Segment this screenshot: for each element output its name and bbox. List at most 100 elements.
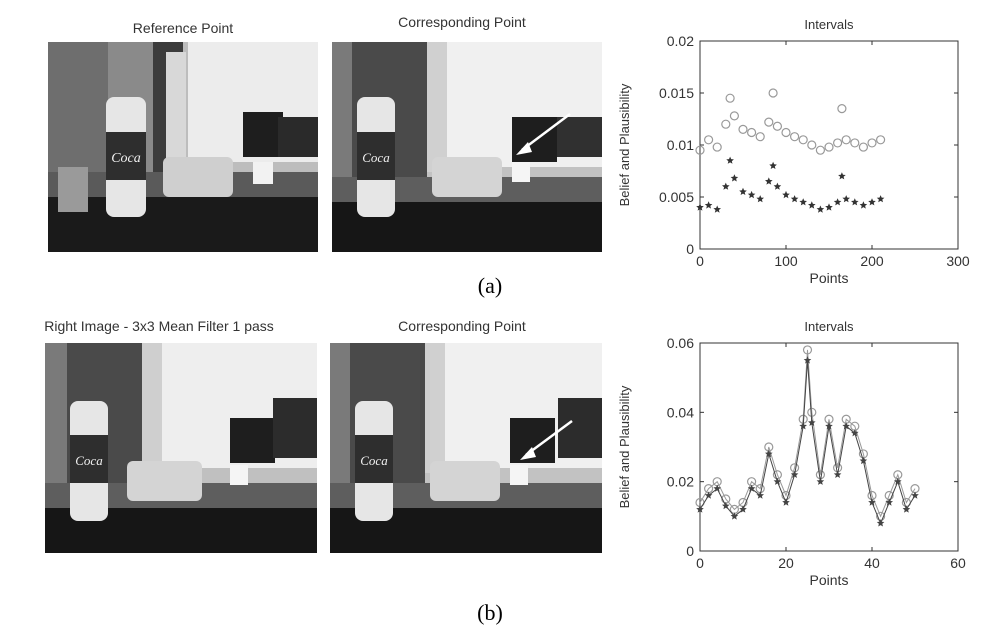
data-point-star — [894, 477, 902, 485]
data-point-circle — [729, 111, 740, 121]
chart-b-title: Intervals — [804, 319, 854, 334]
data-point-circle — [824, 142, 834, 152]
data-point-star — [730, 174, 739, 182]
data-point-circle — [764, 117, 774, 127]
data-point-star — [790, 195, 799, 203]
x-tick-label: 40 — [864, 555, 880, 571]
data-point-star — [838, 172, 846, 180]
y-tick-label: 0.02 — [667, 474, 694, 490]
data-point-star — [739, 187, 747, 195]
y-tick-label: 0 — [686, 543, 694, 559]
data-point-circle — [738, 124, 748, 135]
x-tick-label: 300 — [946, 253, 970, 269]
data-point-circle — [725, 93, 735, 103]
data-point-star — [803, 356, 812, 364]
data-point-star — [722, 182, 730, 190]
x-tick-label: 200 — [860, 253, 884, 269]
data-point-circle — [867, 138, 877, 148]
arrow-icon — [516, 142, 532, 155]
data-point-circle — [798, 135, 808, 145]
series-line — [699, 349, 916, 518]
data-point-star — [808, 201, 816, 209]
data-point-star — [756, 195, 764, 203]
corresponding-image-b: Coca — [330, 343, 602, 553]
data-point-star — [713, 205, 721, 213]
intervals-chart-a: Intervals Belief and Plausibility Points… — [617, 17, 970, 286]
chart-b-xlabel: Points — [810, 572, 849, 588]
chart-a-title: Intervals — [804, 17, 854, 32]
data-point-circle — [712, 142, 722, 152]
data-point-star — [902, 505, 911, 513]
data-point-circle — [768, 88, 778, 98]
plot-area — [699, 342, 959, 552]
data-point-star — [808, 418, 816, 426]
data-point-circle — [876, 135, 886, 145]
data-point-star — [799, 198, 807, 206]
data-point-circle — [841, 135, 851, 145]
y-tick-label: 0.01 — [667, 137, 694, 153]
caption-b: (b) — [477, 600, 503, 625]
data-point-circle — [747, 127, 757, 138]
data-point-star — [911, 491, 919, 499]
bottle-label-text: Coca — [111, 151, 141, 166]
chart-b-ylabel: Belief and Plausibility — [617, 385, 632, 508]
data-point-circle — [781, 127, 791, 138]
reference-point-title: Reference Point — [132, 20, 234, 36]
intervals-chart-b: Intervals Belief and Plausibility Points… — [617, 319, 966, 588]
y-tick-label: 0.04 — [667, 404, 694, 420]
data-point-star — [859, 456, 868, 465]
data-point-circle — [807, 140, 817, 150]
data-point-star — [842, 422, 850, 430]
y-tick-label: 0.015 — [659, 85, 694, 101]
corresponding-image-a: Coca — [332, 42, 602, 252]
data-point-star — [885, 498, 893, 506]
data-point-circle — [850, 138, 860, 148]
data-point-star — [833, 198, 842, 206]
data-point-star — [747, 190, 756, 199]
series-line — [699, 360, 916, 525]
data-point-star — [704, 491, 713, 499]
right-image-title: Right Image - 3x3 Mean Filter 1 pass — [44, 318, 274, 334]
plot-area — [699, 40, 959, 250]
data-point-circle — [802, 345, 813, 355]
arrow-icon — [520, 447, 536, 460]
data-point-circle — [721, 119, 731, 129]
data-point-circle — [833, 138, 843, 148]
data-point-star — [816, 205, 825, 213]
x-tick-label: 0 — [696, 555, 704, 571]
x-tick-label: 60 — [950, 555, 966, 571]
bottle-label-text: Coca — [360, 453, 388, 468]
data-point-star — [769, 161, 777, 169]
data-point-star — [876, 195, 885, 203]
data-point-star — [782, 498, 790, 506]
data-point-star — [726, 156, 734, 164]
data-point-star — [833, 470, 842, 478]
reference-image-a: Coca — [48, 42, 318, 252]
data-point-star — [782, 190, 790, 199]
corresponding-point-title-b: Corresponding Point — [398, 318, 526, 334]
y-tick-label: 0 — [686, 241, 694, 257]
x-tick-label: 0 — [696, 253, 704, 269]
data-point-circle — [772, 121, 782, 131]
data-point-star — [859, 201, 868, 209]
data-point-star — [825, 203, 833, 211]
data-point-star — [730, 512, 739, 520]
data-point-circle — [695, 145, 705, 155]
data-point-star — [876, 519, 885, 527]
data-point-circle — [837, 103, 847, 114]
data-point-star — [713, 484, 721, 492]
data-point-star — [799, 422, 807, 430]
data-point-star — [765, 177, 773, 185]
data-point-star — [851, 198, 859, 206]
data-point-star — [747, 484, 756, 492]
data-point-star — [704, 201, 713, 209]
data-point-star — [739, 505, 747, 513]
data-point-star — [773, 182, 782, 190]
chart-a-ylabel: Belief and Plausibility — [617, 83, 632, 206]
filtered-image-b: Coca — [45, 343, 317, 553]
data-point-star — [868, 198, 876, 206]
x-tick-label: 100 — [774, 253, 798, 269]
data-point-star — [816, 477, 825, 485]
data-point-circle — [815, 145, 825, 155]
data-point-star — [868, 498, 876, 506]
